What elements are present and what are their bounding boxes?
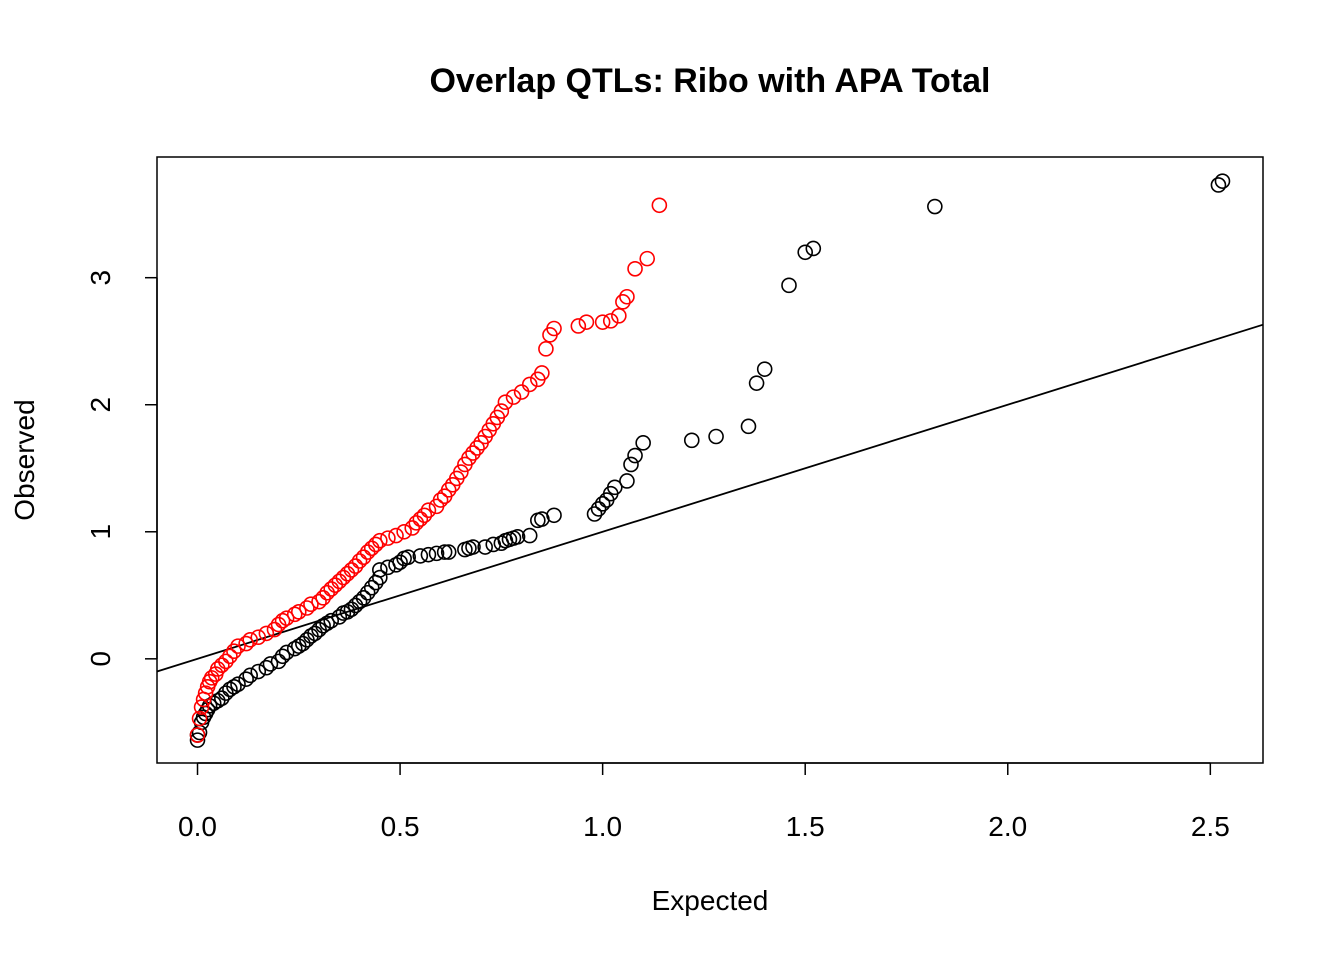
chart-title: Overlap QTLs: Ribo with APA Total [429, 62, 990, 100]
x-tick-label: 1.0 [583, 811, 622, 842]
data-point [389, 529, 403, 543]
y-tick-label: 2 [85, 397, 116, 413]
data-point [515, 385, 529, 399]
data-point [806, 241, 820, 255]
data-point [353, 595, 367, 609]
data-point [709, 429, 723, 443]
data-point [328, 578, 342, 592]
data-point [612, 309, 626, 323]
data-point [344, 563, 358, 577]
data-points [191, 174, 1230, 747]
data-point [798, 245, 812, 259]
data-point [523, 377, 537, 391]
data-point [652, 198, 666, 212]
plot-area [157, 157, 1263, 763]
data-point [620, 474, 634, 488]
data-point [547, 508, 561, 522]
y-axis-label: Observed [9, 399, 40, 520]
data-point [324, 582, 338, 596]
data-point [1211, 178, 1225, 192]
data-point [741, 419, 755, 433]
data-point [243, 668, 257, 682]
data-point [539, 342, 553, 356]
data-point [640, 252, 654, 266]
data-point [928, 200, 942, 214]
data-point [498, 395, 512, 409]
x-tick-label: 0.0 [178, 811, 217, 842]
data-point [251, 630, 265, 644]
x-tick-label: 2.5 [1191, 811, 1230, 842]
data-point [231, 677, 245, 691]
data-point [243, 633, 257, 647]
data-point [604, 314, 618, 328]
x-tick-label: 1.5 [786, 811, 825, 842]
data-point [507, 390, 521, 404]
data-point [373, 534, 387, 548]
data-point [312, 595, 326, 609]
series-2 [191, 198, 667, 742]
data-point [624, 457, 638, 471]
data-point [296, 637, 310, 651]
y-tick-label: 3 [85, 270, 116, 286]
data-point [332, 574, 346, 588]
data-point [750, 376, 764, 390]
data-point [393, 555, 407, 569]
data-point [636, 436, 650, 450]
data-point [340, 567, 354, 581]
data-point [685, 433, 699, 447]
data-point [628, 262, 642, 276]
data-point [579, 315, 593, 329]
data-point [628, 449, 642, 463]
data-point [381, 531, 395, 545]
x-axis-label: Expected [652, 885, 769, 916]
plot-frame [157, 157, 1263, 763]
data-point [336, 571, 350, 585]
data-point [1215, 174, 1229, 188]
data-point [758, 362, 772, 376]
x-tick-label: 0.5 [381, 811, 420, 842]
qq-plot: Overlap QTLs: Ribo with APA Total 0.0 0.5… [0, 0, 1344, 960]
data-point [365, 541, 379, 555]
data-point [413, 512, 427, 526]
x-tick-label: 2.0 [988, 811, 1027, 842]
x-axis: 0.0 0.5 1.0 1.5 2.0 2.5 [178, 763, 1230, 842]
y-tick-label: 0 [85, 651, 116, 667]
data-point [259, 626, 273, 640]
data-point [571, 319, 585, 333]
y-axis: 0 1 2 3 [85, 270, 157, 667]
y-tick-label: 1 [85, 524, 116, 540]
data-point [782, 278, 796, 292]
series-1 [191, 174, 1230, 747]
data-point [397, 525, 411, 539]
